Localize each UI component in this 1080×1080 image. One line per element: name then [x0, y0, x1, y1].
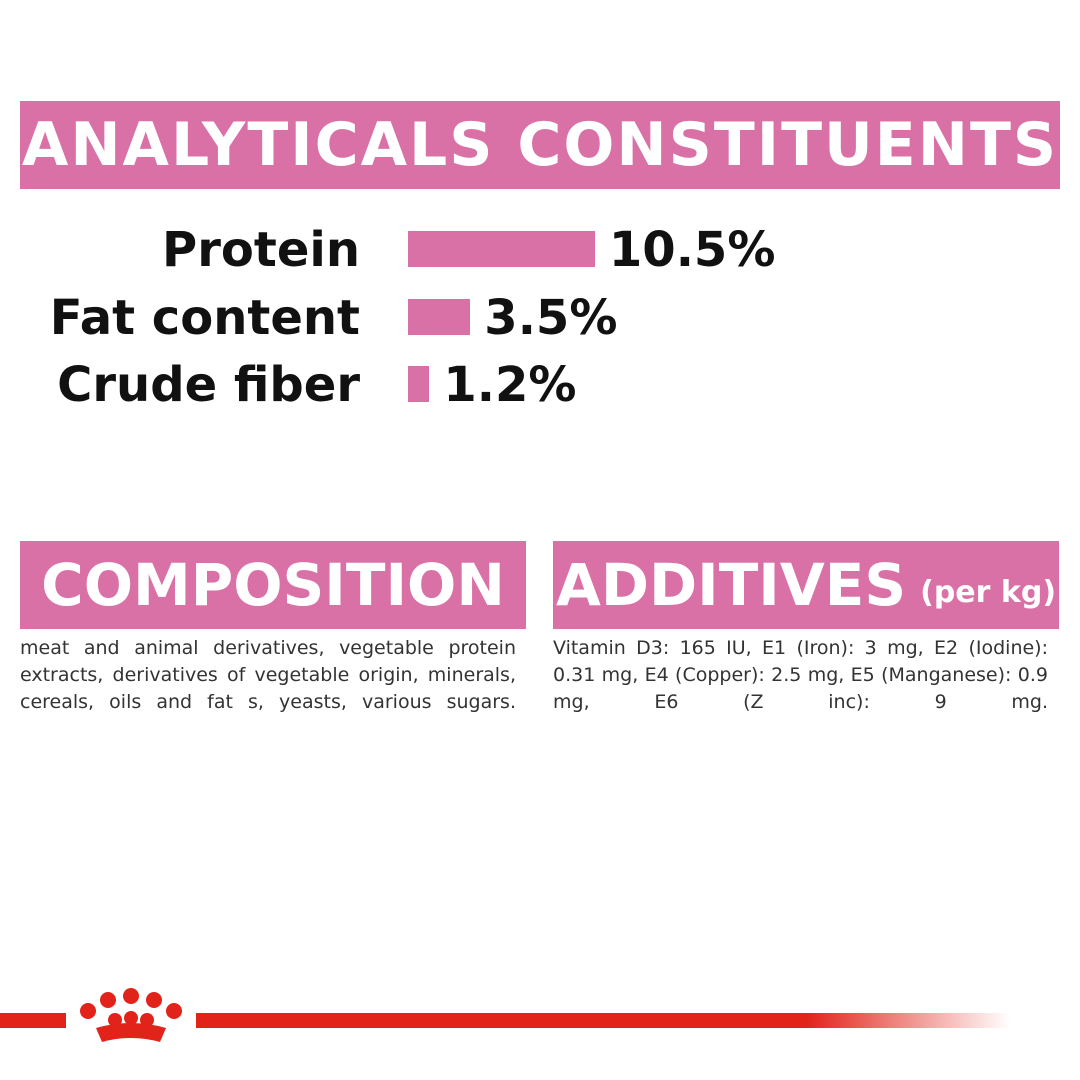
value-label: 3.5% [484, 289, 618, 346]
category-label: Protein [162, 222, 360, 278]
additives-unit: (per kg) [920, 574, 1057, 610]
value-label: 10.5% [608, 222, 776, 278]
bar [408, 231, 595, 267]
additives-text: Vitamin D3: 165 IU, E1 (Iron): 3 mg, E2 … [553, 637, 1048, 713]
bar [408, 366, 430, 402]
brand-footer [0, 988, 1010, 1042]
bar [408, 298, 471, 335]
brand-line [0, 1013, 66, 1028]
additives-title: ADDITIVES [555, 551, 907, 619]
composition-title: COMPOSITION [20, 541, 526, 629]
category-label: Crude fiber [57, 357, 360, 413]
category-label: Fat content [49, 289, 360, 346]
brand-line [196, 1013, 1010, 1028]
composition-text: meat and animal derivatives, vegetable p… [20, 637, 516, 713]
brand-crown [80, 988, 182, 1042]
value-label: 1.2% [443, 357, 577, 413]
chart-title: ANALYTICALS CONSTITUENTS [20, 101, 1060, 189]
additives-header: ADDITIVES (per kg) [553, 541, 1059, 629]
